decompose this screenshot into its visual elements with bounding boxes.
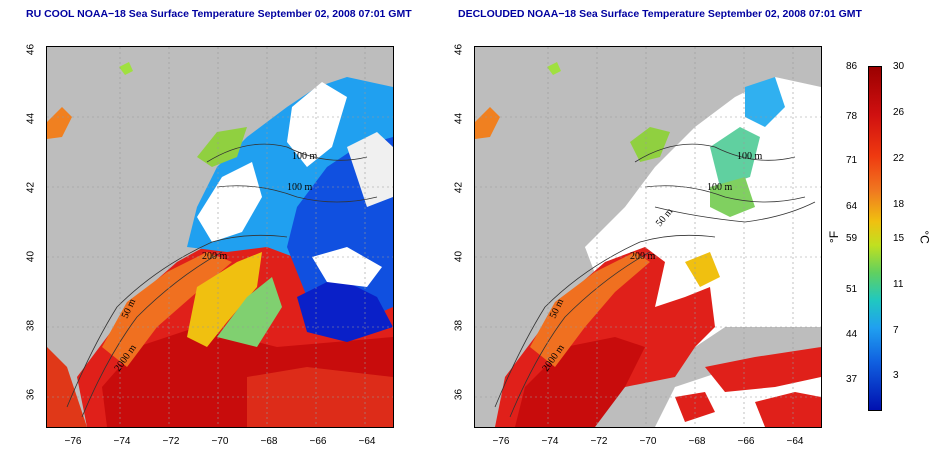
colorbar-f-37: 37: [846, 374, 858, 385]
colorbar-f-71: 71: [846, 155, 858, 166]
colorbar-celsius-unit: °C: [917, 230, 932, 244]
colorbar-c-3: 3: [893, 370, 899, 381]
left-xtick-64: −64: [358, 436, 376, 447]
colorbar-c-26: 26: [893, 107, 905, 118]
right-ytick-44: 44: [453, 112, 465, 125]
colorbar-c-18: 18: [893, 199, 905, 210]
colorbar-f-86: 86: [846, 61, 858, 72]
colorbar-c-22: 22: [893, 153, 905, 164]
left-ytick-42: 42: [25, 181, 37, 194]
left-xtick-70: −70: [211, 436, 229, 447]
right-ytick-38: 38: [453, 319, 465, 332]
colorbar-c-11: 11: [893, 279, 904, 290]
right-ytick-40: 40: [453, 250, 465, 263]
right-ytick-46: 46: [453, 43, 465, 56]
colorbar-c-15: 15: [893, 233, 905, 244]
left-ytick-40: 40: [25, 250, 37, 263]
right-contour-200m: 200 m: [630, 251, 656, 262]
colorbar-f-44: 44: [846, 329, 858, 340]
left-xtick-68: −68: [260, 436, 278, 447]
colorbar-c-30: 30: [893, 61, 905, 72]
right-xtick-74: −74: [541, 436, 559, 447]
colorbar-fahrenheit-unit: °F: [827, 230, 842, 244]
colorbar-f-64: 64: [846, 201, 858, 212]
right-ytick-36: 36: [453, 388, 465, 401]
left-ytick-38: 38: [25, 319, 37, 332]
right-xtick-76: −76: [492, 436, 510, 447]
left-contour-100m-a: 100 m: [292, 151, 318, 162]
right-panel-title: DECLOUDED NOAA−18 Sea Surface Temperatur…: [458, 8, 862, 20]
right-sst-map: 200 m 100 m 100 m 50 m 50 m 2000 m: [474, 46, 822, 428]
colorbar-f-59: 59: [846, 233, 858, 244]
colorbar-f-51: 51: [846, 284, 858, 295]
colorbar-c-7: 7: [893, 325, 899, 336]
right-xtick-64: −64: [786, 436, 804, 447]
left-ytick-36: 36: [25, 388, 37, 401]
left-sst-image: 200 m 100 m 100 m 50 m 2000 m: [47, 47, 393, 427]
temperature-colorbar: [868, 66, 882, 411]
left-panel-title: RU COOL NOAA−18 Sea Surface Temperature …: [26, 8, 412, 20]
right-ytick-42: 42: [453, 181, 465, 194]
left-xtick-76: −76: [64, 436, 82, 447]
colorbar-f-78: 78: [846, 111, 858, 122]
left-xtick-74: −74: [113, 436, 131, 447]
left-xtick-72: −72: [162, 436, 180, 447]
left-sst-map: 200 m 100 m 100 m 50 m 2000 m: [46, 46, 394, 428]
right-xtick-66: −66: [737, 436, 755, 447]
right-contour-100m-b: 100 m: [707, 182, 733, 193]
right-contour-100m-a: 100 m: [737, 151, 763, 162]
left-ytick-46: 46: [25, 43, 37, 56]
left-xtick-66: −66: [309, 436, 327, 447]
right-xtick-72: −72: [590, 436, 608, 447]
right-sst-image: 200 m 100 m 100 m 50 m 50 m 2000 m: [475, 47, 821, 427]
left-contour-100m-b: 100 m: [287, 182, 313, 193]
left-ytick-44: 44: [25, 112, 37, 125]
right-xtick-68: −68: [688, 436, 706, 447]
left-contour-200m: 200 m: [202, 251, 228, 262]
right-xtick-70: −70: [639, 436, 657, 447]
